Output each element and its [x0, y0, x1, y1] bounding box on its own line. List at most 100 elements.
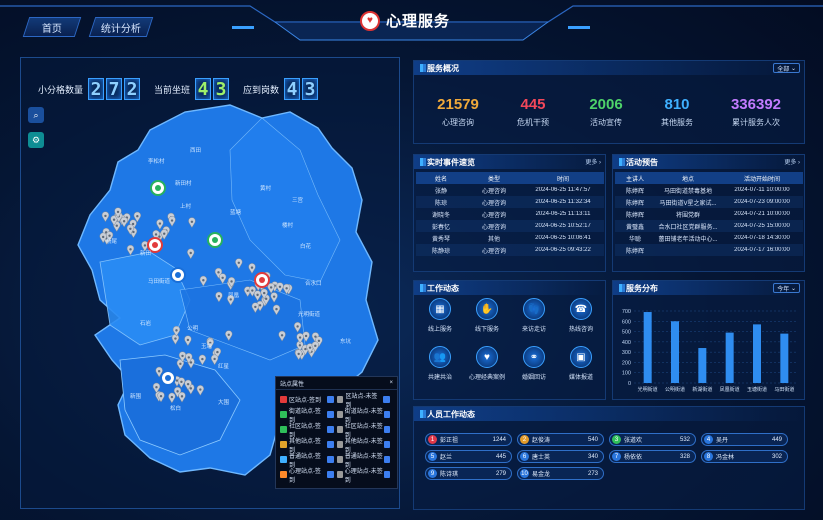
people-icon: 👥: [429, 346, 451, 368]
activities-header: 活动预告: [613, 155, 804, 169]
legend-item[interactable]: 普通站点-签到: [280, 454, 337, 469]
work-item-footprint[interactable]: 👣 来访走访: [512, 298, 556, 333]
legend-checkbox[interactable]: [383, 411, 390, 418]
staff-item[interactable]: 7 杨依依 328: [609, 450, 696, 463]
close-icon[interactable]: ×: [389, 380, 393, 386]
legend-item[interactable]: 心理站点-签到: [280, 469, 337, 484]
events-header: 实时事件速览: [414, 155, 605, 169]
work-item-label: 线上服务: [427, 327, 452, 333]
map-settings-button[interactable]: ⚙: [28, 132, 44, 148]
legend-item-label: 社区站点-未签到: [344, 423, 383, 439]
map-search-button[interactable]: ⌕: [28, 107, 44, 123]
table-row[interactable]: 黄璧鑫 合水口社区党群服务... 2024-07-25 15:00:00: [615, 220, 803, 232]
legend-title: 站点属性: [280, 381, 305, 388]
staff-item[interactable]: 9 陈诗琪 279: [425, 467, 512, 480]
stat-other: 810 其他服务: [637, 96, 717, 128]
table-row[interactable]: 陈静琼 心理咨询 2024-06-25 09:43:22: [416, 244, 604, 256]
legend-item[interactable]: 社区站点-未签到: [336, 424, 394, 439]
table-row[interactable]: 张静 心理咨询 2024-06-25 11:47:57: [416, 184, 604, 196]
table-cell: 陈婷辉: [625, 200, 644, 207]
legend-item[interactable]: 社区站点-签到: [280, 424, 337, 439]
table-cell: 2024-07-11 10:00:00: [734, 187, 790, 193]
staff-name: 易金龙: [532, 472, 551, 478]
legend-checkbox[interactable]: [383, 456, 390, 463]
staff-title: 人员工作动态: [427, 409, 475, 419]
legend-item-label: 区站点-未签到: [345, 393, 378, 409]
legend-item[interactable]: 区站点-签到: [280, 394, 337, 405]
legend-item[interactable]: 普通站点-未签到: [336, 454, 394, 469]
staff-item[interactable]: 3 张道欢 532: [609, 433, 696, 446]
distribution-header: 服务分布: [613, 281, 804, 295]
counter-row: 小分格数量 2 7 2 当前坐班 4 3 应到岗数 4 3: [38, 78, 319, 100]
chart-icon: ▦: [429, 298, 451, 320]
staff-item[interactable]: 4 吴丹 449: [701, 433, 788, 446]
table-row[interactable]: 陈婷辉 马田街道V星之家试... 2024-07-23 09:00:00: [615, 196, 803, 208]
table-cell: 华聪: [628, 236, 641, 243]
work-item-couple[interactable]: ⚭ 婚姻回访: [512, 346, 556, 381]
legend-checkbox[interactable]: [383, 441, 390, 448]
heart-logo-icon: ♥: [360, 10, 380, 31]
legend-item[interactable]: 心理站点-未签到: [336, 469, 394, 484]
table-header-cell: 类型: [487, 176, 500, 183]
table-cell: 蕾田铺老年活动中心...: [658, 236, 718, 243]
staff-item[interactable]: 5 赵兰 445: [425, 450, 512, 463]
table-row[interactable]: 华聪 蕾田铺老年活动中心... 2024-07-18 14:30:00: [615, 232, 803, 244]
chart-y-tick-label: 500: [622, 330, 631, 336]
legend-item[interactable]: 街道站点-签到: [280, 409, 337, 424]
legend-item[interactable]: 街道站点-未签到: [336, 409, 394, 424]
legend-checkbox[interactable]: [326, 456, 334, 463]
table-row[interactable]: 陈婷辉 马田街道禁毒基地 2024-07-11 10:00:00: [615, 184, 803, 196]
nav-home-button[interactable]: 首页: [22, 17, 82, 37]
table-cell: 马田街道禁毒基地: [663, 188, 712, 195]
table-row[interactable]: 黄秀琴 其他 2024-06-25 10:06:41: [416, 232, 604, 244]
staff-name: 张道欢: [624, 438, 643, 444]
table-row[interactable]: 陈婷辉 将围党群 2024-07-21 10:00:00: [615, 208, 803, 220]
work-item-heart[interactable]: ♥ 心理经典案例: [465, 346, 509, 381]
chart-y-tick-label: 100: [622, 371, 631, 377]
legend-item[interactable]: 区站点-未签到: [336, 394, 394, 409]
distribution-filter-dropdown[interactable]: 今年 ⌄: [773, 283, 800, 293]
chevron-down-icon: ⌄: [789, 285, 796, 292]
heart-icon: ♥: [476, 346, 498, 368]
events-more-link[interactable]: 更多 ›: [585, 160, 601, 166]
activities-more-link[interactable]: 更多 ›: [784, 160, 800, 166]
work-item-phone[interactable]: ☎ 热线咨询: [559, 298, 603, 333]
table-cell: 2024-07-23 09:00:00: [734, 199, 790, 205]
gear-icon: ⚙: [31, 134, 41, 145]
table-row[interactable]: 陈婷辉 2024-07-17 16:00:00: [615, 244, 803, 256]
overview-filter-dropdown[interactable]: 全部 ⌄: [773, 63, 800, 73]
work-item-handshake[interactable]: ✋ 线下服务: [465, 298, 509, 333]
staff-item[interactable]: 6 唐士英 340: [517, 450, 604, 463]
work-item-chart[interactable]: ▦ 线上服务: [418, 298, 462, 333]
legend-checkbox[interactable]: [326, 426, 334, 433]
legend-checkbox[interactable]: [326, 471, 334, 478]
rank-badge: 2: [520, 435, 529, 444]
table-row[interactable]: 陈琼 心理咨询 2024-06-25 11:32:34: [416, 196, 604, 208]
legend-checkbox[interactable]: [383, 396, 391, 403]
staff-name: 唐士英: [532, 455, 551, 461]
staff-name: 赵俊涛: [532, 438, 551, 444]
legend-checkbox[interactable]: [383, 426, 390, 433]
chart-x-tick-label: 新湖街道: [692, 386, 712, 393]
staff-item[interactable]: 1 彭正祖 1244: [425, 433, 512, 446]
work-item-media[interactable]: ▣ 媒体报道: [559, 346, 603, 381]
nav-stats-button[interactable]: 统计分析: [88, 17, 154, 37]
legend-checkbox[interactable]: [326, 411, 334, 418]
legend-checkbox[interactable]: [326, 441, 334, 448]
legend-item[interactable]: 其他站点-签到: [280, 439, 337, 454]
legend-checkbox[interactable]: [383, 471, 390, 478]
staff-item[interactable]: 2 赵俊涛 540: [517, 433, 604, 446]
legend-item[interactable]: 其他站点-未签到: [336, 439, 394, 454]
legend-checkbox[interactable]: [326, 396, 334, 403]
table-row[interactable]: 彭春忆 心理咨询 2024-06-25 10:52:17: [416, 220, 604, 232]
staff-item[interactable]: 10 易金龙 273: [517, 467, 604, 480]
work-item-people[interactable]: 👥 共建共治: [418, 346, 462, 381]
couple-icon: ⚭: [523, 346, 545, 368]
overview-filter-value: 全部: [777, 66, 790, 73]
chart-bar: [725, 332, 734, 383]
staff-item[interactable]: 8 冯金林 302: [701, 450, 788, 463]
table-row[interactable]: 谢晓冬 心理咨询 2024-06-25 11:13:11: [416, 208, 604, 220]
media-icon: ▣: [570, 346, 592, 368]
rank-badge: 10: [520, 469, 529, 478]
